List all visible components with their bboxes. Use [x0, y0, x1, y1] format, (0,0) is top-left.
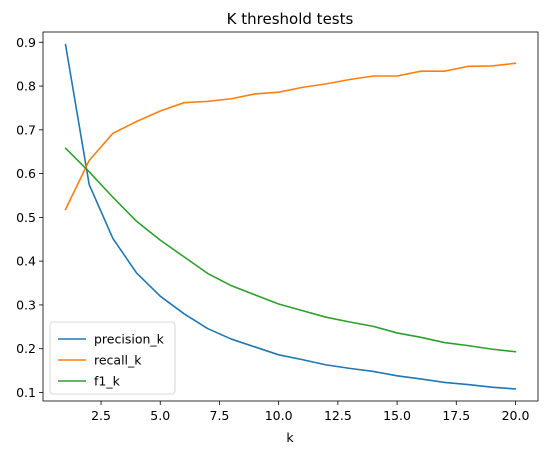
y-tick-label: 0.9 — [16, 35, 36, 50]
legend-label: f1_k — [94, 374, 121, 389]
x-tick-label: 5.0 — [150, 408, 170, 423]
plot-area: 2.5 5.0 7.5 10.0 12.5 15.0 17.5 20.0 0.1 0.2 0.3 0.… — [16, 31, 539, 423]
y-tick-label: 0.8 — [16, 79, 36, 94]
x-tick-label: 20.0 — [502, 408, 530, 423]
series-line-f1_k — [64, 147, 517, 353]
x-tick-label: 12.5 — [324, 408, 352, 423]
y-tick-label: 0.3 — [16, 297, 36, 312]
y-tick-label: 0.7 — [16, 122, 36, 137]
x-tick-label: 15.0 — [383, 408, 411, 423]
chart-title: K threshold tests — [227, 10, 354, 28]
y-tick-label: 0.2 — [16, 341, 36, 356]
series-line-recall_k — [64, 62, 517, 211]
y-tick-label: 0.4 — [16, 254, 36, 269]
legend-box — [49, 321, 176, 395]
x-tick-label: 7.5 — [210, 408, 230, 423]
axes-frame — [42, 31, 539, 402]
x-tick-label: 2.5 — [91, 408, 111, 423]
x-axis-label: k — [286, 430, 294, 445]
y-tick-label: 0.6 — [16, 166, 36, 181]
x-tick-label: 17.5 — [442, 408, 470, 423]
y-tick-label: 0.1 — [16, 385, 36, 400]
legend-label: recall_k — [94, 353, 142, 368]
x-tick-label: 10.0 — [265, 408, 293, 423]
legend-label: precision_k — [94, 332, 165, 347]
y-tick-label: 0.5 — [16, 210, 36, 225]
series-line-precision_k — [64, 43, 517, 390]
